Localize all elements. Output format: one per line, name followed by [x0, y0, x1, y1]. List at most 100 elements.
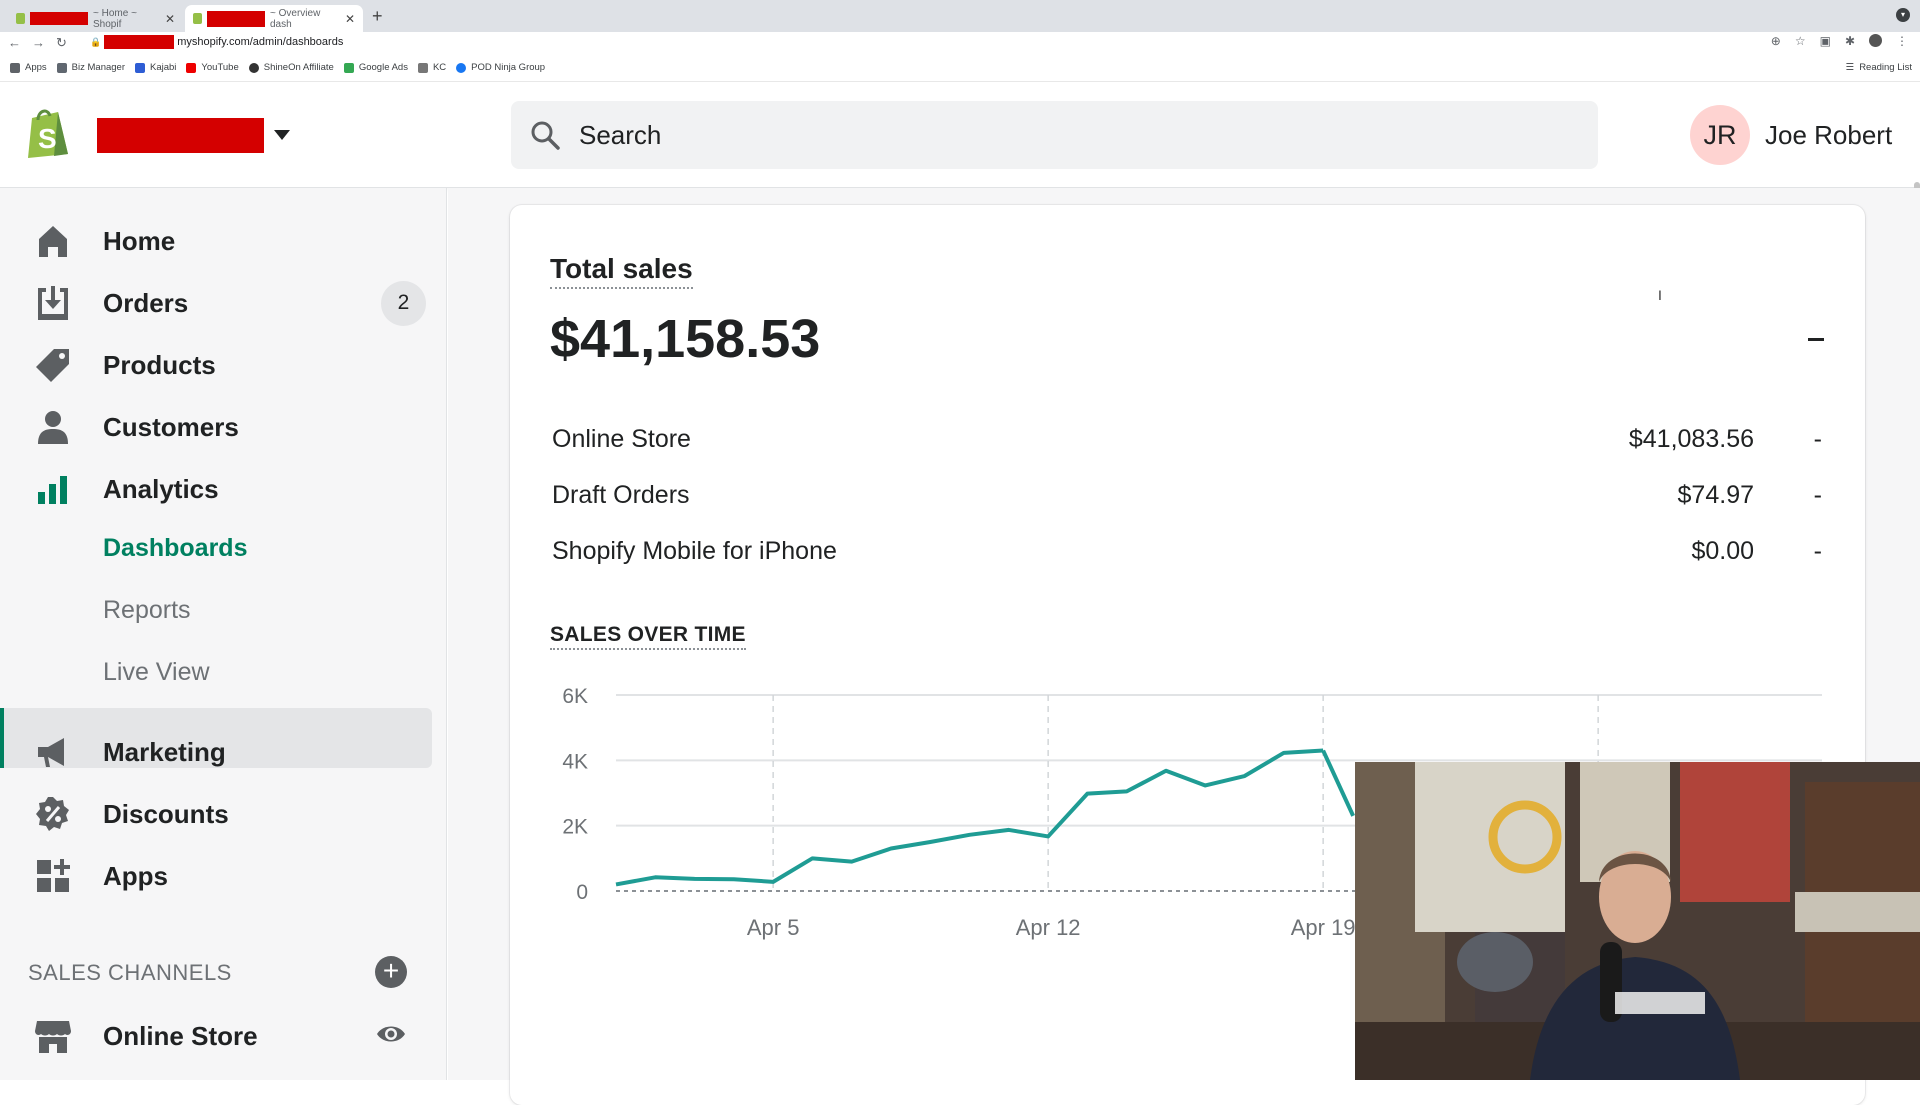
x-tick-label: Apr 19: [1291, 915, 1356, 940]
bookmark-kajabi[interactable]: Kajabi: [135, 62, 176, 73]
url-field[interactable]: 🔒 myshopify.com/admin/dashboards: [90, 35, 343, 49]
reload-icon[interactable]: ↻: [56, 35, 67, 50]
channel-change: -: [1813, 481, 1822, 509]
tab-label: ~ Home ~ Shopif: [93, 7, 137, 30]
store-name-redacted[interactable]: [97, 118, 264, 153]
sidebar-subitem-reports[interactable]: Reports: [103, 596, 191, 624]
sidebar-item-marketing[interactable]: Marketing: [0, 722, 432, 782]
sidebar-item-online-store[interactable]: Online Store: [0, 1006, 432, 1066]
menu-icon[interactable]: ⋮: [1896, 34, 1908, 48]
sidebar-item-products[interactable]: Products: [0, 335, 432, 395]
total-change-indicator: [1808, 338, 1824, 341]
orders-icon: [38, 286, 68, 320]
reading-list[interactable]: ☰ Reading List: [1845, 62, 1912, 73]
sales-over-time-chart: 0 2K 4K 6K Apr 5 Apr 12 Apr 19: [562, 685, 1822, 940]
store-icon: [35, 1021, 71, 1053]
sidebar-item-label: Orders: [103, 287, 189, 318]
sidebar-item-label: Home: [103, 225, 176, 256]
tag-icon: [36, 349, 69, 382]
sidebar-item-label: Customers: [103, 411, 239, 442]
facebook-icon: [456, 62, 467, 73]
sales-breakdown-row: Shopify Mobile for iPhone $0.00 -: [552, 537, 1822, 577]
admin-top-bar: S Search JR Joe Robert: [0, 82, 1920, 292]
sidebar-item-label: Products: [103, 349, 216, 380]
sales-series-line-continuation: [1321, 749, 1355, 817]
sidebar: Home Orders 2 Products Customers Analyti…: [0, 188, 447, 1080]
search-input[interactable]: Search: [511, 101, 1598, 169]
sidebar-item-customers[interactable]: Customers: [0, 397, 432, 457]
x-tick-label: Apr 12: [1016, 915, 1081, 940]
channel-value: $74.97: [1677, 481, 1754, 509]
megaphone-icon: [38, 738, 64, 767]
url-text: myshopify.com/admin/dashboards: [177, 36, 344, 48]
back-icon[interactable]: ←: [8, 35, 21, 50]
kajabi-icon: [135, 62, 145, 73]
sidebar-subitem-live-view[interactable]: Live View: [103, 658, 210, 686]
profile-icon[interactable]: [1869, 34, 1882, 47]
channel-change: -: [1813, 425, 1822, 453]
selected-indicator: [0, 708, 4, 768]
bookmark-pod-ninja[interactable]: POD Ninja Group: [456, 62, 545, 73]
avatar[interactable]: JR: [1690, 105, 1750, 165]
tab-label: ~ Overview dash: [270, 7, 321, 30]
apps-grid-icon: [10, 62, 20, 73]
bookmark-biz-manager[interactable]: Biz Manager: [56, 62, 125, 73]
svg-text:S: S: [38, 123, 57, 154]
sidebar-item-home[interactable]: Home: [0, 211, 432, 271]
bookmark-youtube[interactable]: YouTube: [186, 62, 239, 73]
redacted-block: [104, 35, 175, 49]
sales-series-line: [615, 748, 1324, 887]
discount-icon: [36, 797, 69, 831]
youtube-icon: [186, 62, 197, 73]
browser-tab-active[interactable]: ~ Overview dash ✕: [185, 5, 363, 32]
y-tick-label: 2K: [562, 816, 588, 839]
forward-icon[interactable]: →: [32, 35, 45, 50]
y-tick-label: 6K: [562, 685, 588, 708]
add-sales-channel-button[interactable]: +: [375, 956, 407, 988]
search-placeholder: Search: [579, 119, 662, 150]
biz-manager-icon: [56, 62, 67, 73]
bookmark-google-ads[interactable]: Google Ads: [343, 62, 408, 73]
new-tab-button[interactable]: +: [372, 6, 383, 26]
sidebar-item-apps[interactable]: Apps: [0, 846, 432, 906]
extensions-icon[interactable]: ✱: [1844, 34, 1855, 48]
address-bar: ← → ↻ 🔒 myshopify.com/admin/dashboards ⊕…: [0, 32, 1920, 54]
sales-channels-heading: SALES CHANNELS: [28, 960, 232, 985]
browser-tab[interactable]: ~ Home ~ Shopif ✕: [8, 5, 183, 32]
bookmark-kc[interactable]: KC: [417, 62, 446, 73]
shopify-logo-icon[interactable]: S: [24, 106, 72, 160]
google-ads-icon: [343, 62, 354, 73]
zoom-icon[interactable]: ⊕: [1770, 34, 1781, 48]
person-icon: [38, 411, 68, 444]
apps-icon: [37, 859, 70, 892]
card-title[interactable]: Total sales: [550, 253, 693, 289]
total-sales-amount: $41,158.53: [550, 309, 821, 369]
sidebar-item-orders[interactable]: Orders 2: [0, 273, 432, 333]
close-icon[interactable]: ✕: [164, 11, 175, 26]
sidebar-subitem-dashboards[interactable]: Dashboards: [103, 534, 248, 562]
eye-icon[interactable]: [375, 1018, 407, 1050]
bar-chart-icon: [38, 476, 67, 504]
y-tick-label: 4K: [562, 750, 588, 773]
y-tick-label: 0: [576, 881, 588, 904]
webcam-video-image: [1355, 762, 1920, 1080]
user-name[interactable]: Joe Robert: [1765, 120, 1893, 150]
camera-icon[interactable]: ▣: [1819, 34, 1831, 48]
search-icon: [531, 121, 560, 150]
sidebar-item-discounts[interactable]: Discounts: [0, 784, 432, 844]
folder-icon: [417, 62, 428, 73]
browser-toolbar: ⊕ ☆ ▣ ✱ ⋮: [1771, 34, 1908, 48]
shineon-icon: [248, 62, 259, 73]
star-icon[interactable]: ☆: [1794, 34, 1806, 48]
bookmark-apps[interactable]: Apps: [10, 62, 47, 73]
chevron-down-icon[interactable]: [274, 130, 290, 140]
close-icon[interactable]: ✕: [344, 11, 355, 26]
channel-name: Draft Orders: [552, 481, 690, 509]
sidebar-item-analytics[interactable]: Analytics: [0, 459, 432, 519]
redacted-block: [207, 10, 265, 27]
tab-search-icon[interactable]: ▾: [1896, 8, 1910, 22]
channel-name: Online Store: [552, 425, 691, 453]
sales-over-time-title[interactable]: SALES OVER TIME: [550, 623, 746, 650]
x-tick-label: Apr 5: [747, 915, 800, 940]
bookmark-shineon[interactable]: ShineOn Affiliate: [248, 62, 334, 73]
